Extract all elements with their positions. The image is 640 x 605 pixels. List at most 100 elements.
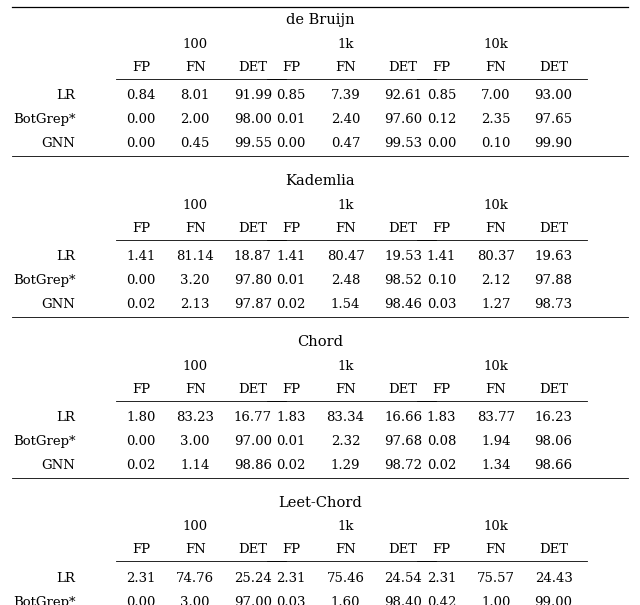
Text: FP: FP (433, 382, 451, 396)
Text: 97.00: 97.00 (234, 435, 272, 448)
Text: 100: 100 (182, 520, 208, 534)
Text: 99.53: 99.53 (384, 137, 422, 151)
Text: LR: LR (57, 89, 76, 102)
Text: 0.45: 0.45 (180, 137, 210, 151)
Text: 1k: 1k (337, 520, 354, 534)
Text: 0.47: 0.47 (331, 137, 360, 151)
Text: 7.39: 7.39 (331, 89, 360, 102)
Text: 100: 100 (182, 198, 208, 212)
Text: FP: FP (282, 221, 300, 235)
Text: 0.42: 0.42 (427, 596, 456, 605)
Text: FN: FN (486, 382, 506, 396)
Text: DET: DET (539, 382, 568, 396)
Text: DET: DET (238, 382, 268, 396)
Text: 8.01: 8.01 (180, 89, 210, 102)
Text: 97.80: 97.80 (234, 274, 272, 287)
Text: FN: FN (185, 382, 205, 396)
Text: 1.83: 1.83 (276, 411, 306, 424)
Text: 97.60: 97.60 (384, 113, 422, 126)
Text: FP: FP (132, 543, 150, 557)
Text: FP: FP (132, 382, 150, 396)
Text: 98.00: 98.00 (234, 113, 272, 126)
Text: 83.77: 83.77 (477, 411, 515, 424)
Text: DET: DET (238, 543, 268, 557)
Text: 0.00: 0.00 (126, 137, 156, 151)
Text: 3.00: 3.00 (180, 435, 210, 448)
Text: 10k: 10k (484, 359, 508, 373)
Text: 1k: 1k (337, 38, 354, 51)
Text: 0.01: 0.01 (276, 274, 306, 287)
Text: 19.53: 19.53 (384, 250, 422, 263)
Text: 2.32: 2.32 (331, 435, 360, 448)
Text: 16.77: 16.77 (234, 411, 272, 424)
Text: Chord: Chord (297, 335, 343, 349)
Text: 80.47: 80.47 (326, 250, 365, 263)
Text: 0.84: 0.84 (126, 89, 156, 102)
Text: de Bruijn: de Bruijn (285, 13, 355, 27)
Text: FP: FP (282, 382, 300, 396)
Text: Kademlia: Kademlia (285, 174, 355, 188)
Text: 2.00: 2.00 (180, 113, 210, 126)
Text: FN: FN (335, 221, 356, 235)
Text: GNN: GNN (42, 459, 76, 473)
Text: 1.29: 1.29 (331, 459, 360, 473)
Text: FN: FN (185, 221, 205, 235)
Text: 16.23: 16.23 (534, 411, 573, 424)
Text: 2.35: 2.35 (481, 113, 511, 126)
Text: 91.99: 91.99 (234, 89, 272, 102)
Text: 99.55: 99.55 (234, 137, 272, 151)
Text: 0.85: 0.85 (276, 89, 306, 102)
Text: BotGrep*: BotGrep* (13, 435, 76, 448)
Text: 1.60: 1.60 (331, 596, 360, 605)
Text: 25.24: 25.24 (234, 572, 271, 585)
Text: 1.94: 1.94 (481, 435, 511, 448)
Text: 0.02: 0.02 (427, 459, 456, 473)
Text: LR: LR (57, 411, 76, 424)
Text: 92.61: 92.61 (384, 89, 422, 102)
Text: 99.00: 99.00 (534, 596, 573, 605)
Text: FP: FP (433, 221, 451, 235)
Text: FN: FN (185, 60, 205, 74)
Text: FN: FN (335, 382, 356, 396)
Text: 0.01: 0.01 (276, 113, 306, 126)
Text: DET: DET (539, 60, 568, 74)
Text: DET: DET (238, 221, 268, 235)
Text: FN: FN (486, 60, 506, 74)
Text: DET: DET (539, 543, 568, 557)
Text: 0.00: 0.00 (126, 435, 156, 448)
Text: 75.57: 75.57 (477, 572, 515, 585)
Text: 97.65: 97.65 (534, 113, 573, 126)
Text: FN: FN (185, 543, 205, 557)
Text: 93.00: 93.00 (534, 89, 573, 102)
Text: 3.00: 3.00 (180, 596, 210, 605)
Text: 75.46: 75.46 (326, 572, 365, 585)
Text: 1.80: 1.80 (126, 411, 156, 424)
Text: 100: 100 (182, 359, 208, 373)
Text: 24.54: 24.54 (385, 572, 422, 585)
Text: 10k: 10k (484, 38, 508, 51)
Text: 19.63: 19.63 (534, 250, 573, 263)
Text: DET: DET (388, 221, 418, 235)
Text: FP: FP (132, 60, 150, 74)
Text: 98.46: 98.46 (384, 298, 422, 312)
Text: 97.00: 97.00 (234, 596, 272, 605)
Text: 0.02: 0.02 (276, 459, 306, 473)
Text: 1k: 1k (337, 198, 354, 212)
Text: 98.40: 98.40 (384, 596, 422, 605)
Text: FP: FP (282, 543, 300, 557)
Text: 2.40: 2.40 (331, 113, 360, 126)
Text: 10k: 10k (484, 520, 508, 534)
Text: 74.76: 74.76 (176, 572, 214, 585)
Text: 0.85: 0.85 (427, 89, 456, 102)
Text: 80.37: 80.37 (477, 250, 515, 263)
Text: 98.06: 98.06 (534, 435, 573, 448)
Text: 16.66: 16.66 (384, 411, 422, 424)
Text: Leet-Chord: Leet-Chord (278, 495, 362, 510)
Text: 2.48: 2.48 (331, 274, 360, 287)
Text: 1.14: 1.14 (180, 459, 210, 473)
Text: DET: DET (388, 543, 418, 557)
Text: 0.00: 0.00 (427, 137, 456, 151)
Text: 0.00: 0.00 (276, 137, 306, 151)
Text: 0.03: 0.03 (276, 596, 306, 605)
Text: 1.27: 1.27 (481, 298, 511, 312)
